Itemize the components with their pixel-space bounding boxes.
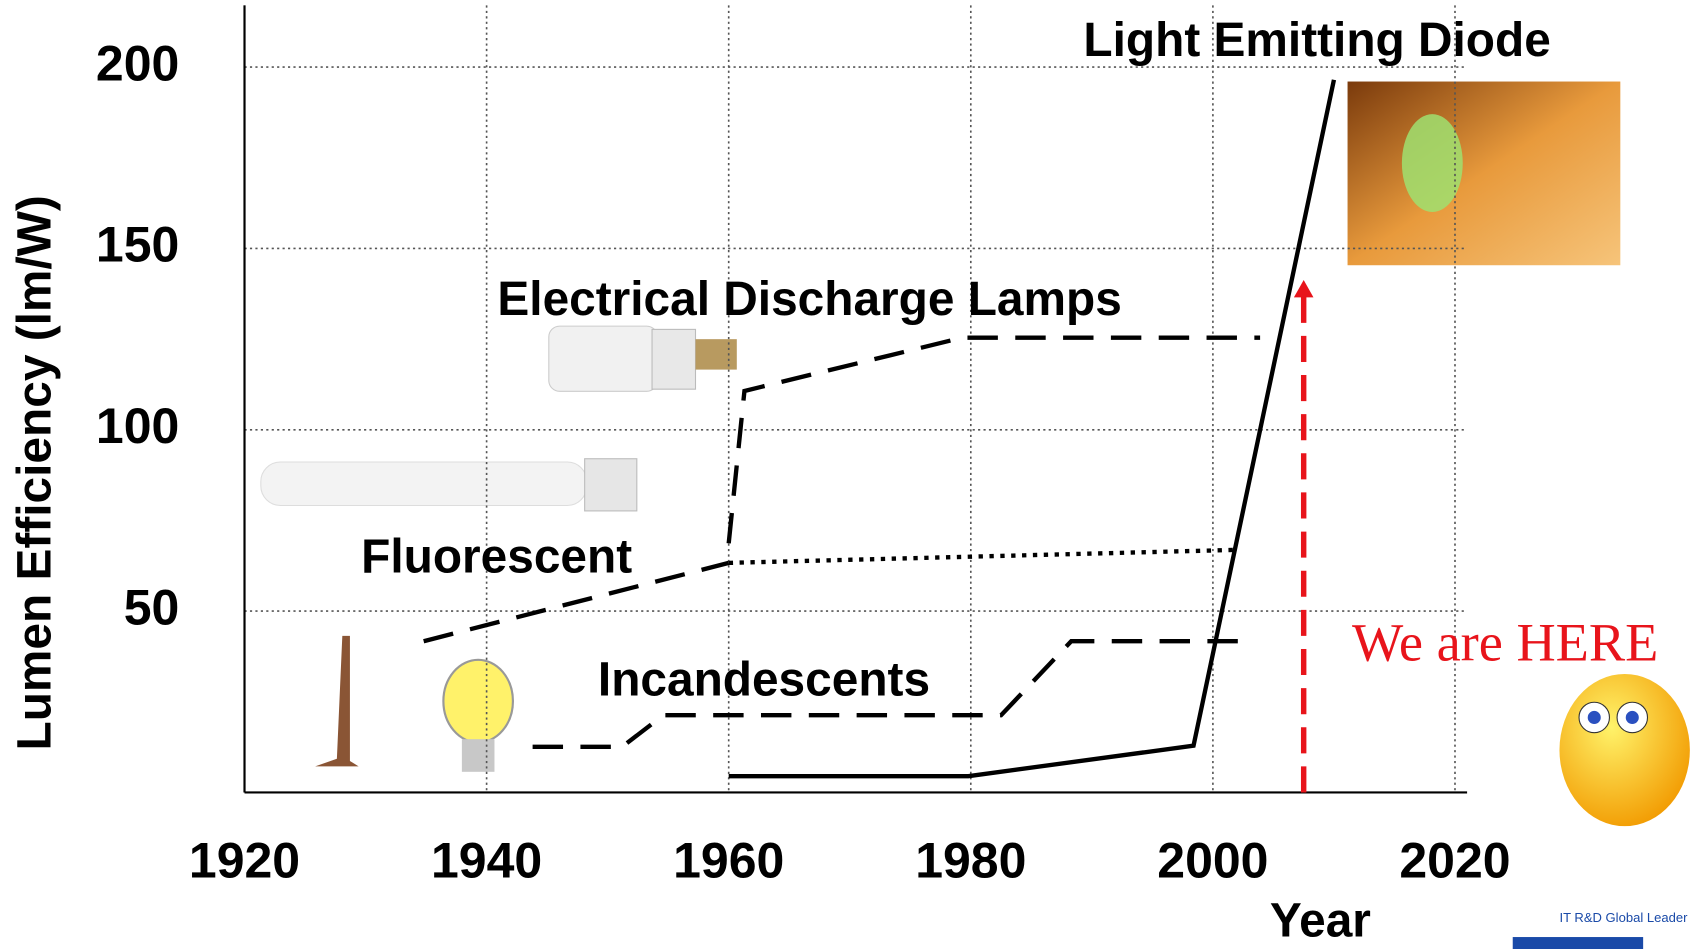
series-label: Electrical Discharge Lamps <box>497 273 1121 326</box>
x-tick-label: 2000 <box>1157 832 1268 888</box>
y-tick-label: 200 <box>96 35 179 91</box>
x-tick-label: 2020 <box>1399 832 1510 888</box>
x-tick-label: 1980 <box>915 832 1026 888</box>
logo-name: ETRI <box>1513 941 1612 949</box>
x-tick-label: 1920 <box>189 832 300 888</box>
series-label: Incandescents <box>598 653 930 706</box>
y-tick-label: 150 <box>96 217 179 273</box>
logo-tagline: IT R&D Global Leader <box>1559 910 1688 925</box>
x-axis-title: Year <box>1270 895 1371 948</box>
x-tick-label: 1960 <box>673 832 784 888</box>
series-label: Fluorescent <box>361 530 632 583</box>
page: IT R&D Global Leader ETRI Lumen Efficien… <box>0 0 1704 949</box>
series-line <box>729 550 1239 563</box>
arrow-label: We are HERE <box>1352 612 1658 672</box>
y-tick-label: 50 <box>124 579 180 635</box>
decoration <box>261 82 1690 949</box>
y-axis-title: Lumen Efficiency (lm/W) <box>9 195 62 750</box>
y-tick-label: 100 <box>96 398 179 454</box>
series-label: Light Emitting Diode <box>1083 14 1550 67</box>
x-tick-label: 1940 <box>431 832 542 888</box>
arrow-head <box>1294 280 1314 297</box>
series-line <box>729 338 1260 544</box>
chart: IT R&D Global Leader ETRI Lumen Efficien… <box>0 0 1704 949</box>
